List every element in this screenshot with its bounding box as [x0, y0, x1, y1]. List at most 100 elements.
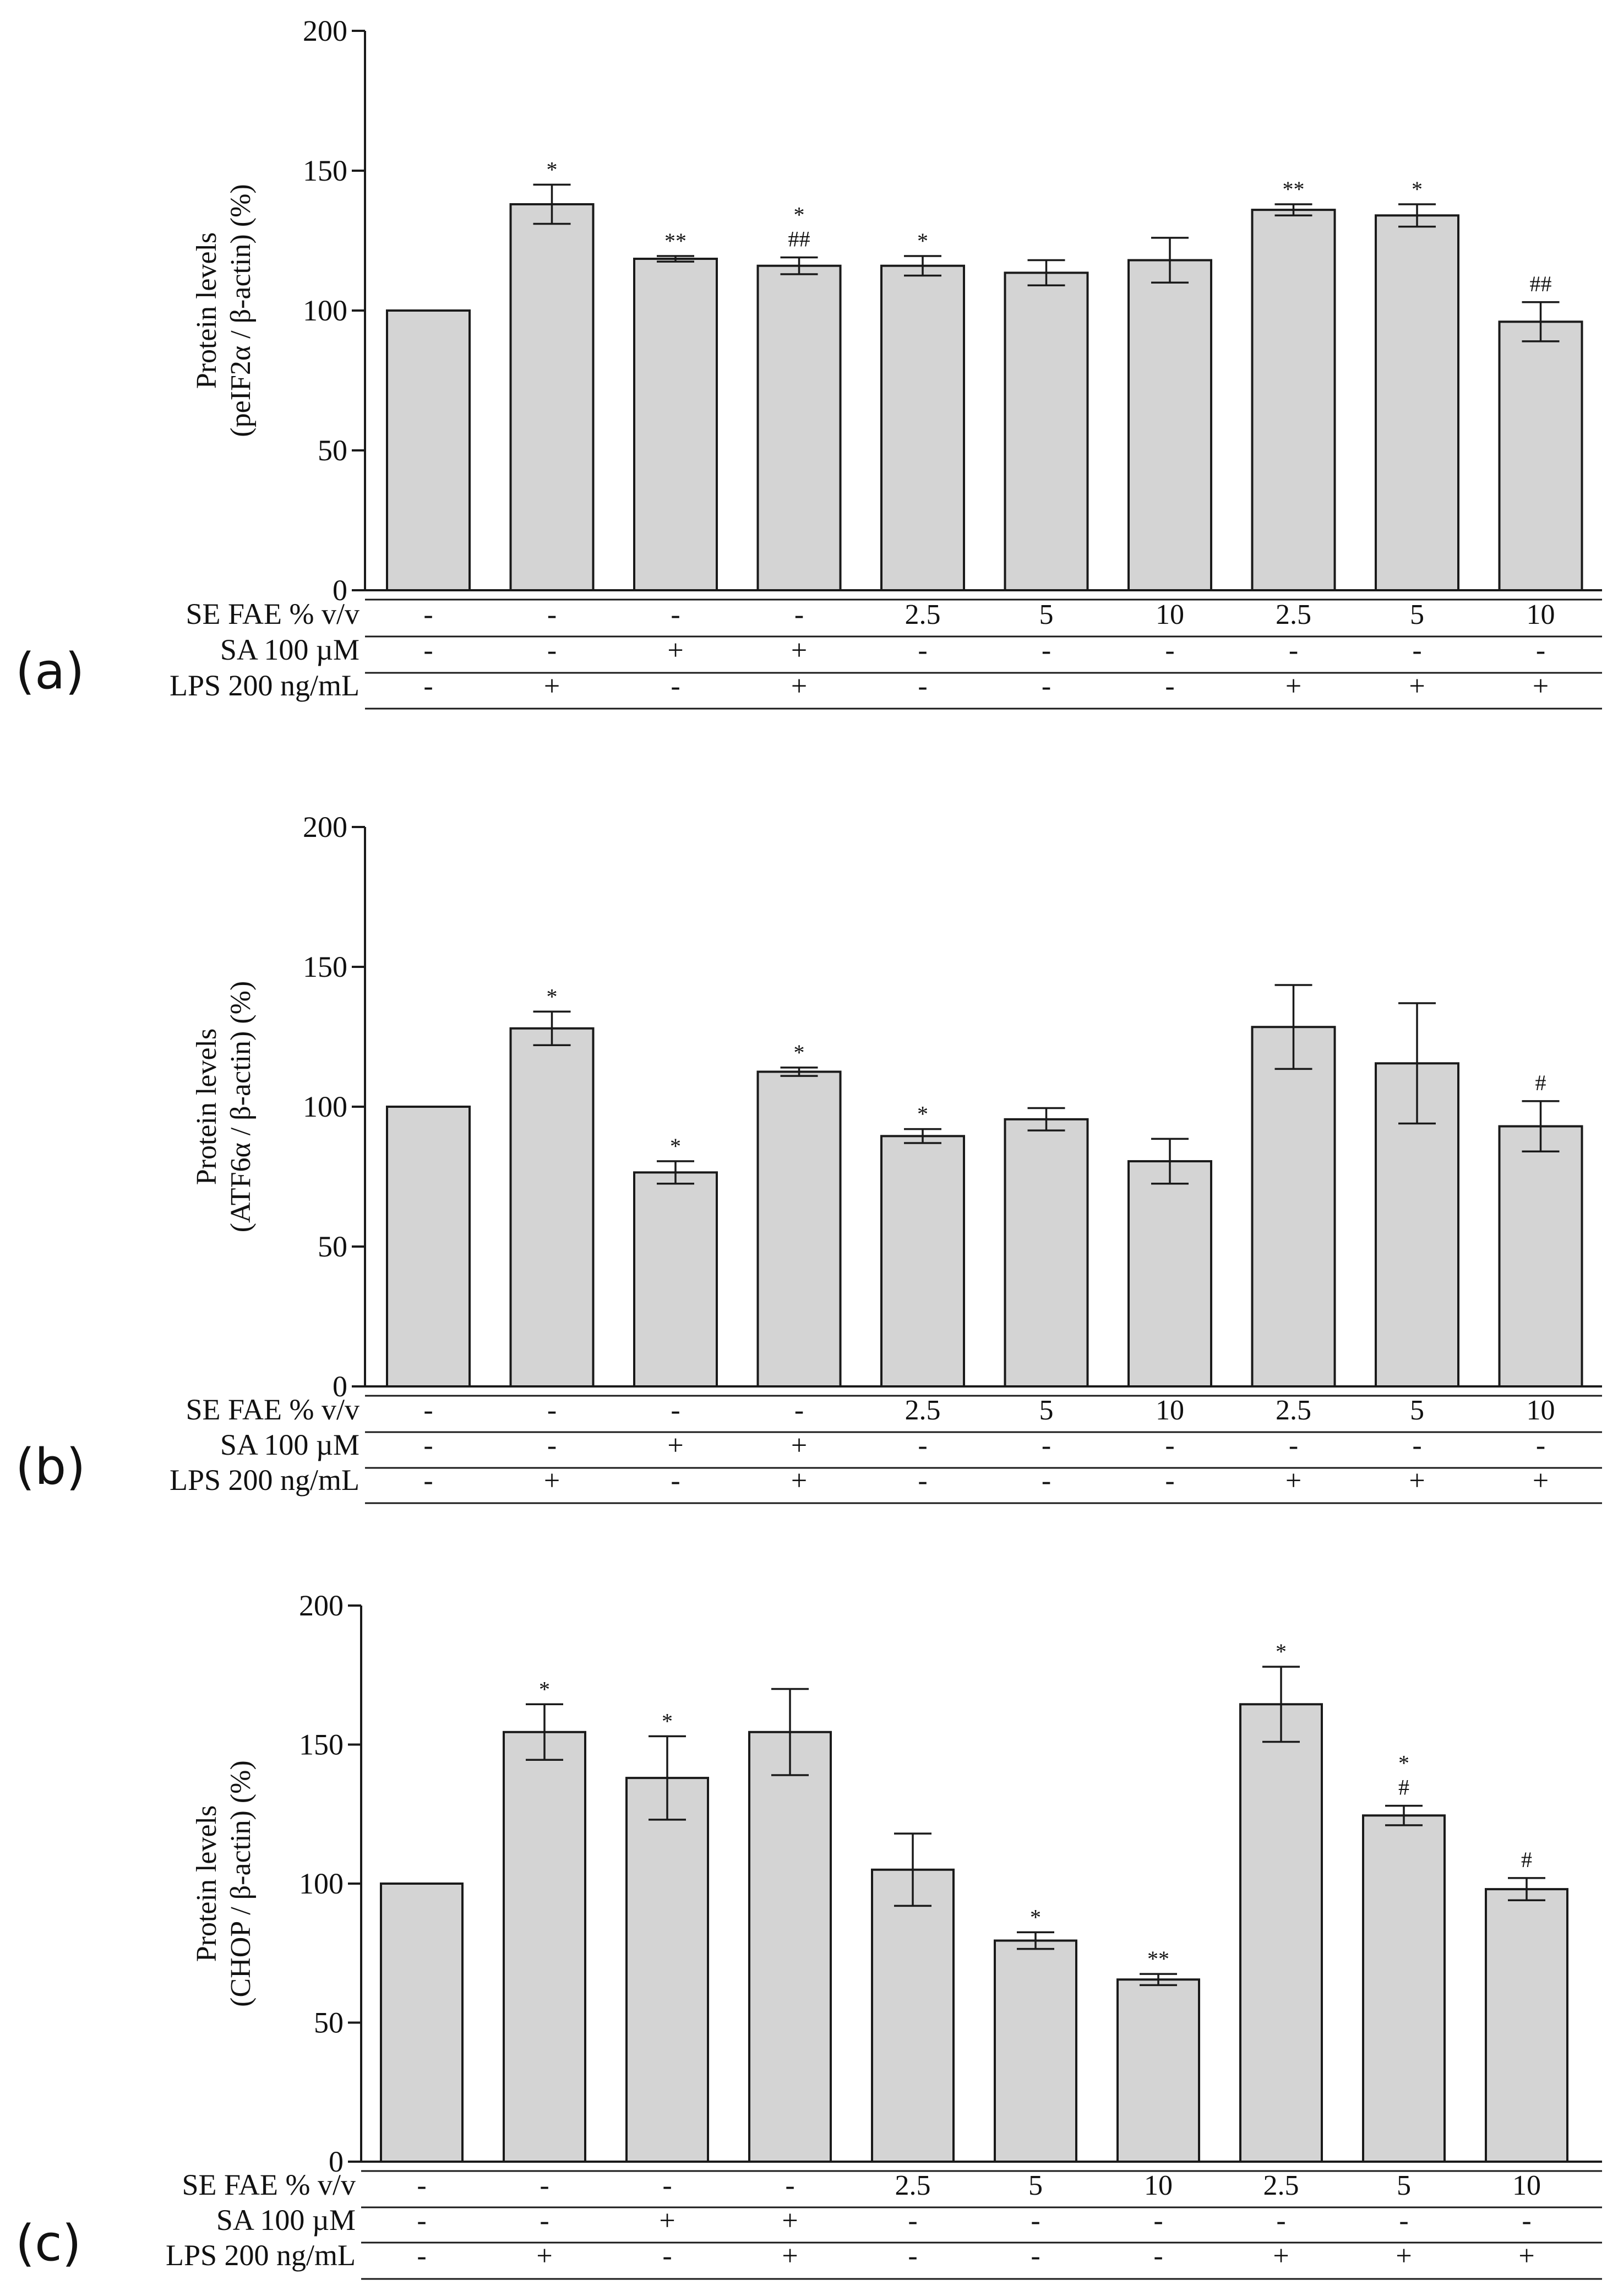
- treatment-cell: +: [667, 1430, 683, 1461]
- treatment-cell: +: [1396, 2240, 1412, 2272]
- bar: [1116, 1978, 1200, 2163]
- bar: [633, 258, 718, 591]
- panel-label: (b): [15, 1438, 85, 1496]
- treatment-cell: -: [423, 599, 433, 630]
- treatment-cell: 5: [1039, 1395, 1054, 1426]
- treatment-cell: -: [1289, 1430, 1298, 1461]
- treatment-cell: -: [1042, 1430, 1051, 1461]
- significance-hash: #: [1521, 1847, 1532, 1872]
- treatment-cell: -: [1165, 1430, 1174, 1461]
- treatment-cell: -: [785, 2170, 794, 2201]
- y-axis-label: Protein levels: [191, 232, 222, 389]
- y-axis-label: Protein levels: [191, 1805, 222, 1962]
- bar: [748, 1731, 832, 2163]
- treatment-cell: -: [1165, 1465, 1174, 1497]
- treatment-cell: 10: [1527, 599, 1555, 630]
- bar: [880, 1135, 965, 1388]
- y-tick-label: 150: [303, 154, 347, 187]
- treatment-cell: -: [1042, 635, 1051, 666]
- bar: [386, 309, 471, 591]
- significance-star: **: [664, 228, 687, 253]
- treatment-row-label: LPS 200 ng/mL: [166, 2239, 356, 2272]
- treatment-cell: -: [918, 1430, 927, 1461]
- treatment-cell: -: [1522, 2205, 1531, 2237]
- treatment-cell: -: [547, 635, 557, 666]
- bar: [509, 1027, 595, 1388]
- treatment-row-label: SA 100 µM: [220, 1428, 359, 1461]
- y-tick-label: 50: [314, 2006, 344, 2039]
- treatment-cell: +: [791, 671, 807, 702]
- treatment-cell: -: [1153, 2240, 1163, 2272]
- treatment-cell: +: [782, 2205, 798, 2237]
- treatment-cell: +: [1518, 2240, 1534, 2272]
- treatment-cell: -: [662, 2170, 672, 2201]
- y-tick-label: 200: [303, 14, 347, 47]
- bar: [756, 1070, 842, 1388]
- treatment-cell: 5: [1397, 2170, 1411, 2201]
- treatment-cell: +: [1409, 1465, 1425, 1497]
- treatment-cell: -: [1536, 635, 1545, 666]
- significance-star: *: [547, 984, 558, 1009]
- treatment-cell: -: [918, 635, 927, 666]
- treatment-cell: 5: [1410, 599, 1424, 630]
- treatment-cell: 2.5: [905, 1395, 941, 1426]
- treatment-cell: -: [794, 599, 804, 630]
- panel-b: 0 50 100 150 200 Protein levels (ATF6α / β-act…: [15, 810, 1602, 1504]
- significance-hash: #: [1398, 1775, 1409, 1800]
- bar: [880, 264, 965, 592]
- treatment-cell: -: [547, 599, 557, 630]
- panel-label: (c): [15, 2215, 81, 2272]
- bar: [625, 1777, 709, 2163]
- bar: [1004, 271, 1089, 592]
- treatment-cell: -: [1276, 2205, 1285, 2237]
- significance-hash: #: [1535, 1070, 1546, 1095]
- bar: [1251, 1026, 1336, 1388]
- treatment-row-label: SE FAE % v/v: [186, 597, 359, 630]
- significance-star: *: [670, 1134, 681, 1158]
- y-tick-label: 200: [299, 1589, 344, 1622]
- y-tick-label: 100: [303, 294, 347, 327]
- treatment-cell: -: [1042, 671, 1051, 702]
- bar: [1485, 1888, 1568, 2163]
- treatment-cell: -: [540, 2205, 549, 2237]
- treatment-cell: -: [417, 2240, 426, 2272]
- treatment-cell: -: [918, 1465, 927, 1497]
- treatment-cell: -: [671, 1395, 680, 1426]
- bar: [1498, 1125, 1583, 1388]
- treatment-cell: -: [547, 1395, 557, 1426]
- treatment-row-label: SA 100 µM: [216, 2203, 356, 2237]
- bar: [871, 1868, 955, 2163]
- treatment-cell: 5: [1028, 2170, 1043, 2201]
- treatment-row-label: SA 100 µM: [220, 633, 359, 666]
- y-tick-label: 150: [303, 950, 347, 983]
- bar: [503, 1731, 586, 2163]
- treatment-cell: -: [1412, 635, 1421, 666]
- treatment-cell: -: [1536, 1430, 1545, 1461]
- treatment-cell: 2.5: [1276, 599, 1311, 630]
- treatment-cell: +: [1285, 671, 1301, 702]
- bar: [1498, 320, 1583, 591]
- panel-a: 0 50 100 150 200 Protein levels (peIF2α / β-ac…: [15, 14, 1602, 710]
- treatment-cell: 10: [1512, 2170, 1541, 2201]
- treatment-row-label: LPS 200 ng/mL: [170, 1463, 359, 1497]
- significance-hash: ##: [788, 226, 810, 251]
- y-axis-label: (peIF2α / β-actin) (%): [225, 184, 257, 437]
- bar: [1127, 1160, 1212, 1388]
- treatment-cell: -: [1399, 2205, 1408, 2237]
- bar: [994, 1939, 1077, 2163]
- treatment-cell: -: [1165, 671, 1174, 702]
- significance-star: **: [1283, 177, 1305, 202]
- treatment-cell: -: [423, 635, 433, 666]
- significance-star: *: [1030, 1905, 1041, 1929]
- treatment-cell: +: [1533, 1465, 1549, 1497]
- treatment-cell: 2.5: [905, 599, 941, 630]
- treatment-cell: +: [1533, 671, 1549, 702]
- y-tick-label: 200: [303, 810, 347, 844]
- treatment-cell: -: [1412, 1430, 1421, 1461]
- treatment-row-label: LPS 200 ng/mL: [170, 669, 359, 702]
- treatment-cell: +: [536, 2240, 552, 2272]
- treatment-cell: -: [1042, 1465, 1051, 1497]
- treatment-cell: +: [544, 1465, 560, 1497]
- bar: [1004, 1118, 1089, 1388]
